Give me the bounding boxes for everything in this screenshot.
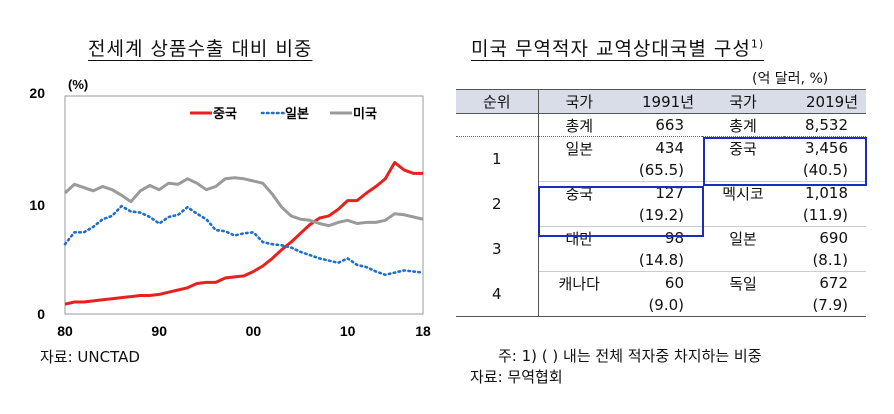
table-row-share: (14.8) (8.1) [456, 249, 866, 272]
empty-cell [702, 294, 784, 317]
highlight-box-china-2019 [703, 137, 867, 186]
rank-cell [456, 113, 539, 137]
series-line-2 [63, 176, 424, 228]
table-title-footnote: 1) [750, 37, 765, 51]
country-2019: 멕시코 [722, 184, 764, 203]
value-1991: 98 [664, 229, 684, 247]
total-value-1991: 663 [620, 113, 702, 137]
header-country-2019: 국가 [702, 89, 784, 114]
value-2019: 690 [819, 229, 848, 247]
table-row-share: (19.2) (11.9) [456, 204, 866, 227]
share-1991: (65.5) [620, 159, 702, 182]
table-note: 주: 1) ( ) 내는 전체 적자중 차지하는 비중 [498, 347, 762, 365]
table-row: 2 중국 127 멕시코 1,018 [456, 181, 866, 227]
y-axis-label: (%) [68, 77, 88, 92]
share-2019: (40.5) [784, 159, 866, 182]
total-label-1991: 총계 [538, 113, 620, 137]
table-source: 자료: 무역협회 [470, 368, 563, 386]
value-1991: 60 [664, 274, 684, 292]
x-tick-label: 10 [340, 323, 356, 339]
empty-cell [538, 204, 620, 227]
legend: 중국 일본 미국 [190, 106, 377, 122]
axis-ticks: 80 90 00 10 18 0 10 20 [29, 85, 431, 339]
rank-cell: 4 [456, 271, 539, 317]
rank-cell: 2 [456, 181, 539, 227]
series-line-0 [64, 161, 423, 306]
country-2019: 중국 [729, 139, 757, 158]
x-tick-label: 90 [151, 323, 167, 339]
value-1991: 127 [655, 184, 684, 202]
table-unit: (억 달러, %) [752, 71, 829, 87]
total-label-2019: 총계 [702, 113, 784, 137]
share-2019: (8.1) [784, 249, 866, 272]
value-2019: 3,456 [805, 139, 848, 157]
value-2019: 672 [819, 274, 848, 292]
share-2019: (7.9) [812, 296, 848, 314]
share-1991: (14.8) [620, 249, 702, 272]
legend-label-1: 일본 [285, 107, 309, 122]
table-header-row: 순위 국가 1991년 국가 2019년 [456, 89, 866, 114]
rank-cell: 1 [456, 136, 539, 182]
country-2019: 독일 [729, 274, 757, 293]
empty-cell [702, 249, 784, 272]
empty-cell [538, 159, 620, 182]
chart-title: 전세계 상품수출 대비 비중 [88, 38, 313, 60]
legend-label-0: 중국 [213, 107, 237, 122]
y-tick-label: 10 [29, 197, 45, 213]
x-tick-label: 18 [415, 323, 431, 339]
x-tick-label: 00 [246, 323, 262, 339]
highlight-box-china-1991 [538, 186, 704, 237]
empty-cell [538, 294, 620, 317]
country-1991: 일본 [565, 139, 594, 158]
series-line-1 [63, 204, 425, 277]
country-1991: 대만 [565, 229, 594, 248]
x-tick-label: 80 [57, 323, 73, 339]
plot-frame [64, 95, 424, 315]
header-1991: 1991년 [620, 89, 702, 114]
share-1991: (9.0) [648, 296, 684, 314]
y-tick-label: 20 [29, 85, 45, 101]
empty-cell [538, 249, 620, 272]
share-2019: (11.9) [784, 204, 866, 227]
country-1991: 캐나다 [558, 274, 600, 293]
empty-cell [702, 159, 784, 182]
empty-cell [702, 204, 784, 227]
chart-source: 자료: UNCTAD [40, 348, 140, 366]
header-2019: 2019년 [784, 89, 866, 114]
table-row: 4 캐나다 60 독일 672 [456, 271, 866, 317]
table-row: 1 일본 434 중국 3,456 [456, 136, 866, 182]
header-rank: 순위 [456, 89, 539, 114]
country-1991: 중국 [565, 184, 594, 203]
total-value-2019: 8,532 [784, 113, 866, 137]
share-1991: (19.2) [620, 204, 702, 227]
table-row-share: (9.0) (7.9) [456, 294, 866, 317]
table-title: 미국 무역적자 교역상대국별 구성1) [471, 34, 764, 61]
rank-cell: 3 [456, 226, 539, 272]
legend-label-2: 미국 [353, 106, 377, 122]
y-tick-label: 0 [37, 306, 45, 322]
header-country-1991: 국가 [538, 89, 620, 114]
value-1991: 434 [655, 139, 684, 157]
table-row-total: 총계 663 총계 8,532 [456, 113, 866, 137]
table-title-text: 미국 무역적자 교역상대국별 구성 [471, 38, 751, 60]
trade-deficit-table: 순위 국가 1991년 국가 2019년 총계 663 총계 8,532 1 일… [456, 89, 866, 317]
table-row: 3 대만 98 일본 690 [456, 226, 866, 272]
country-2019: 일본 [729, 229, 757, 248]
table-row-share: (65.5) (40.5) [456, 159, 866, 182]
series-lines [63, 161, 425, 306]
line-chart: 80 90 00 10 18 0 10 20 (%) 중국 일본 미국 [29, 77, 431, 339]
value-2019: 1,018 [805, 184, 848, 202]
